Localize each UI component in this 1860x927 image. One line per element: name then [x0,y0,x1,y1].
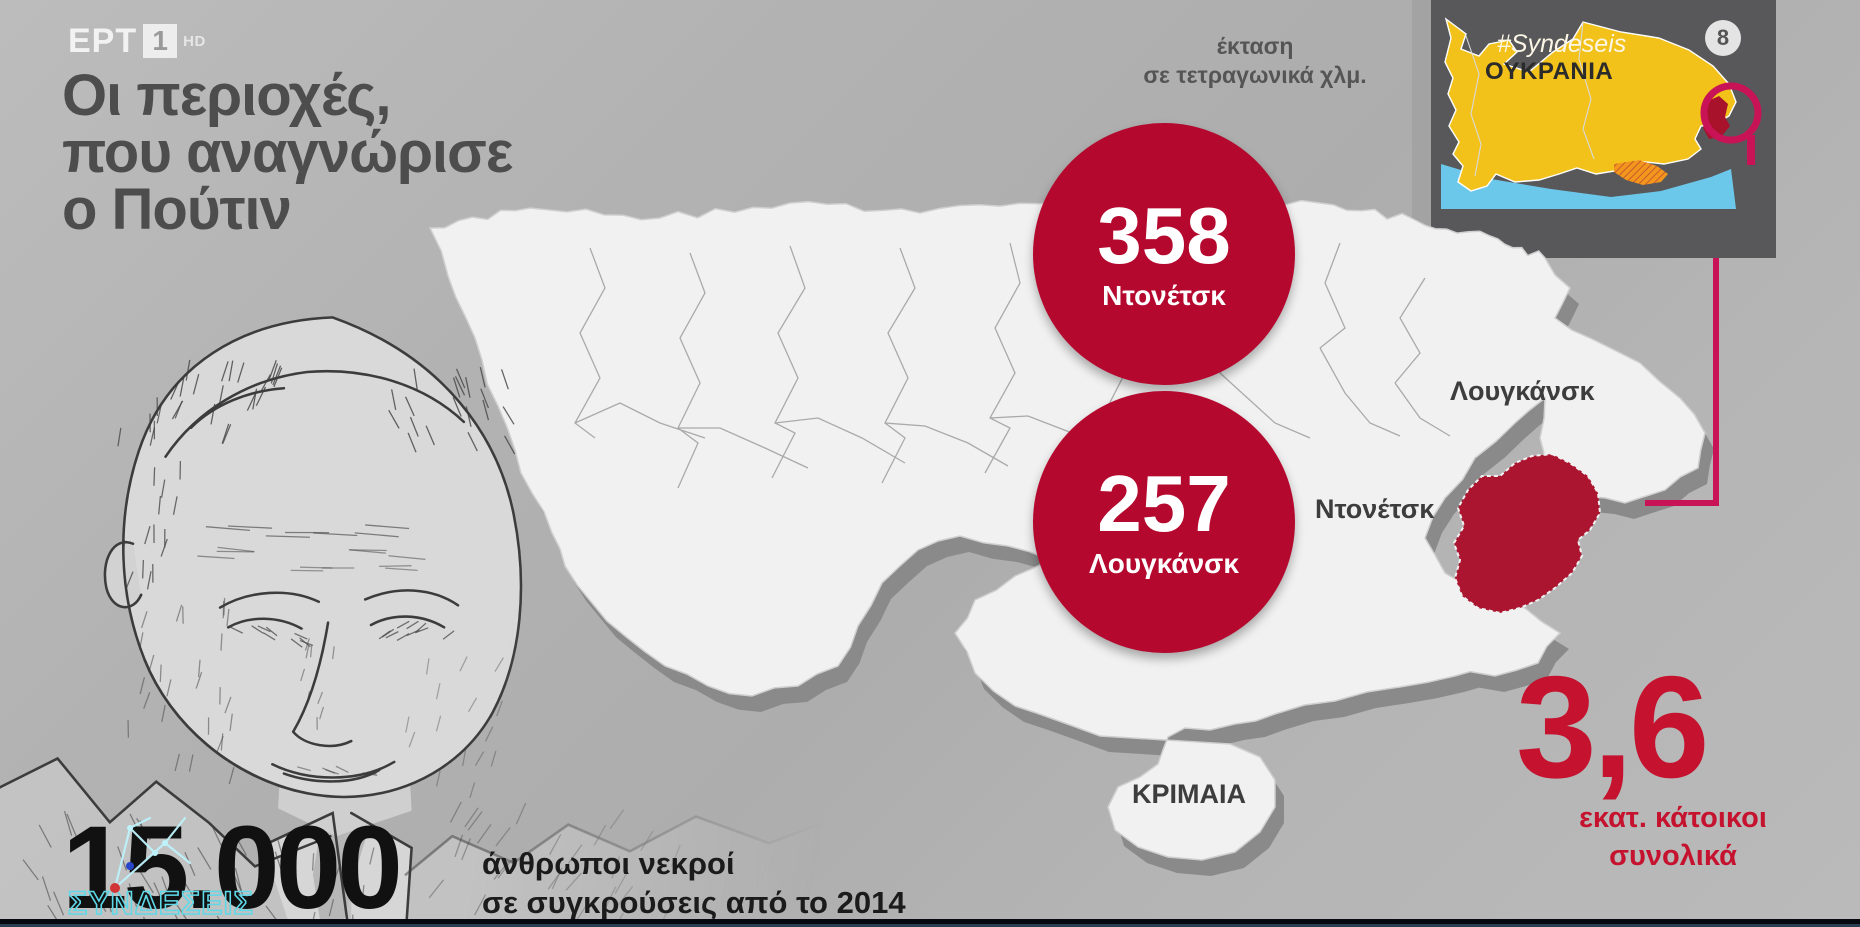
svg-text:ΚΡΙΜΑΙΑ: ΚΡΙΜΑΙΑ [1132,779,1246,809]
svg-text:Λουγκάνσκ: Λουγκάνσκ [1450,376,1595,406]
svg-text:Ντονέτσκ: Ντονέτσκ [1315,494,1435,524]
